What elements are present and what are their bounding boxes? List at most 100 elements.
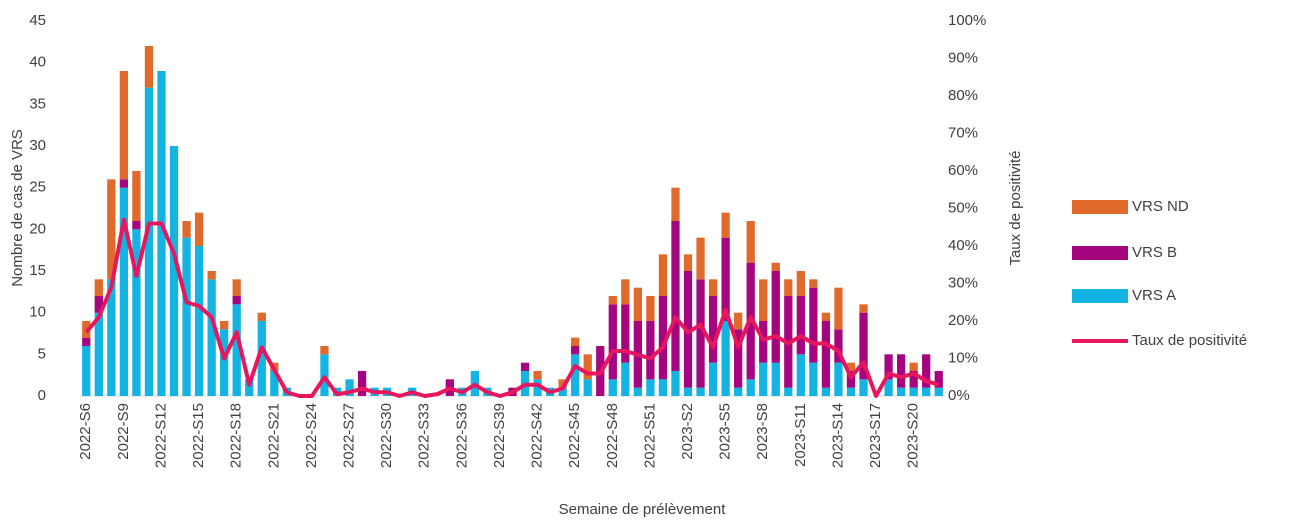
- y2-tick-label: 50%: [948, 199, 978, 216]
- x-tick-label: 2022-S15: [190, 403, 207, 468]
- x-tick-label: 2023-S14: [829, 403, 846, 468]
- bar: [107, 179, 116, 280]
- x-tick-label: 2022-S24: [303, 403, 320, 468]
- bar: [721, 237, 730, 321]
- bar: [220, 321, 229, 330]
- x-tick-label: 2023-S17: [867, 403, 884, 468]
- bar: [771, 262, 780, 271]
- bar: [533, 371, 542, 380]
- x-tick-label: 2022-S51: [641, 403, 658, 468]
- bar: [759, 362, 768, 396]
- x-tick-label: 2023-S8: [754, 403, 771, 460]
- x-tick-label: 2022-S27: [340, 403, 357, 468]
- bar: [320, 354, 329, 396]
- bar: [583, 354, 592, 380]
- bar: [533, 379, 542, 396]
- bar: [708, 279, 718, 296]
- y2-tick-label: 90%: [948, 49, 978, 66]
- bar: [520, 362, 530, 371]
- y-tick-label: 0: [38, 387, 46, 404]
- bar: [884, 354, 893, 380]
- bar: [169, 146, 179, 396]
- bar: [796, 354, 805, 396]
- x-tick-label: 2022-S48: [604, 403, 621, 468]
- x-tick-label: 2022-S39: [491, 403, 508, 468]
- bar: [633, 387, 642, 396]
- y2-tick-label: 20%: [948, 312, 978, 329]
- bar: [207, 271, 216, 280]
- bar: [608, 379, 617, 396]
- bar: [859, 304, 868, 313]
- bar: [696, 237, 705, 280]
- bar: [119, 179, 129, 188]
- bar: [320, 346, 329, 355]
- bar: [571, 337, 580, 346]
- legend-swatch: [1072, 289, 1128, 303]
- bar: [859, 312, 868, 380]
- bar: [107, 279, 116, 396]
- legend-label: VRS ND: [1132, 198, 1189, 215]
- y-tick-label: 45: [29, 12, 46, 29]
- x-tick-label: 2022-S45: [566, 403, 583, 468]
- y-tick-label: 25: [29, 179, 46, 196]
- bar: [796, 296, 805, 355]
- bar: [232, 304, 241, 396]
- y-tick-label: 40: [29, 54, 46, 71]
- y2-tick-label: 30%: [948, 274, 978, 291]
- bar: [194, 246, 204, 396]
- bar: [608, 296, 617, 305]
- bar: [257, 312, 266, 321]
- bar: [621, 279, 630, 305]
- x-tick-label: 2022-S33: [416, 403, 433, 468]
- bar: [671, 187, 680, 221]
- bar: [119, 71, 129, 180]
- bar: [759, 321, 768, 363]
- bar: [194, 212, 204, 246]
- bar: [232, 279, 241, 296]
- bar: [934, 387, 943, 396]
- bar: [245, 379, 254, 396]
- bar: [646, 296, 655, 321]
- x-tick-label: 2023-S11: [792, 403, 809, 467]
- y-axis-title: Nombre de cas de VRS: [9, 129, 26, 287]
- x-tick-label: 2022-S36: [453, 403, 470, 468]
- bar: [796, 271, 805, 296]
- bar: [270, 371, 279, 396]
- bar: [583, 379, 592, 396]
- bar: [834, 329, 843, 363]
- bar: [683, 387, 693, 396]
- bar: [144, 87, 154, 397]
- bar: [119, 187, 129, 396]
- bar: [132, 221, 141, 230]
- bar: [771, 362, 780, 396]
- bar: [896, 354, 906, 388]
- y-tick-label: 35: [29, 95, 46, 112]
- bar: [94, 312, 103, 396]
- bar: [759, 279, 768, 321]
- bar: [846, 362, 856, 371]
- bar: [884, 379, 893, 396]
- bar: [182, 221, 191, 238]
- bar: [859, 379, 868, 396]
- y-tick-label: 5: [38, 345, 46, 362]
- y2-tick-label: 10%: [948, 349, 978, 366]
- legend-label: VRS A: [1132, 287, 1176, 304]
- bar: [646, 321, 655, 380]
- bar: [558, 379, 567, 388]
- bar: [734, 387, 743, 396]
- bar: [220, 329, 229, 396]
- bar: [809, 287, 818, 363]
- legend-swatch: [1072, 200, 1128, 214]
- legend-label: Taux de positivité: [1132, 332, 1247, 349]
- x-tick-label: 2022-S9: [115, 403, 132, 460]
- y2-tick-label: 100%: [948, 12, 986, 29]
- bar: [182, 237, 191, 396]
- y-tick-label: 10: [29, 304, 46, 321]
- bar: [834, 362, 843, 396]
- bar: [658, 296, 668, 380]
- bar: [633, 287, 642, 321]
- y2-tick-label: 40%: [948, 237, 978, 254]
- bar: [746, 221, 755, 263]
- bar: [922, 387, 931, 396]
